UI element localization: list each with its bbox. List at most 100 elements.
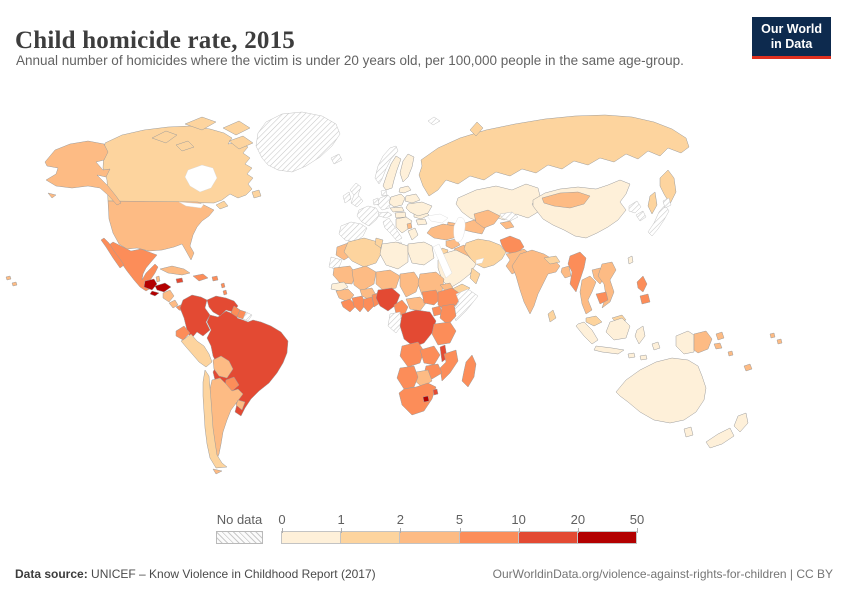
country-oman[interactable] — [469, 267, 481, 285]
country-drc[interactable] — [399, 309, 437, 348]
country-indonesia[interactable] — [575, 321, 599, 345]
country-greece[interactable] — [407, 227, 419, 241]
country-russia[interactable] — [659, 169, 677, 205]
country-sierra-leone-liberia[interactable] — [340, 298, 357, 313]
country-south-africa[interactable] — [398, 382, 437, 416]
country-canada[interactable] — [102, 125, 254, 204]
country-mongolia[interactable] — [541, 191, 591, 209]
country-central-african-republic[interactable] — [405, 296, 427, 312]
country-taiwan[interactable] — [627, 255, 634, 265]
country-papua-new-guinea[interactable] — [715, 331, 725, 341]
legend-segment-5-10[interactable] — [458, 531, 519, 544]
country-namibia[interactable] — [396, 365, 419, 390]
country-china[interactable] — [532, 179, 631, 239]
country-russia[interactable] — [647, 191, 658, 215]
country-indonesia[interactable] — [605, 317, 631, 341]
country-el-salvador[interactable] — [149, 290, 160, 297]
country-finland[interactable] — [399, 153, 415, 183]
country-malaysia[interactable] — [585, 315, 603, 327]
country-ukraine[interactable] — [405, 201, 433, 217]
legend-no-data-swatch[interactable] — [216, 531, 263, 544]
country-egypt[interactable] — [407, 241, 435, 266]
country-gabon-congo[interactable] — [387, 311, 403, 334]
country-madagascar[interactable] — [461, 354, 477, 388]
country-cameroon[interactable] — [393, 299, 409, 317]
country-libya[interactable] — [379, 241, 409, 270]
country-canada[interactable] — [228, 135, 254, 150]
country-canada[interactable] — [222, 120, 251, 136]
country-bangladesh[interactable] — [560, 265, 572, 279]
country-algeria[interactable] — [343, 237, 383, 268]
country-japan[interactable] — [662, 197, 672, 209]
country-mexico[interactable] — [100, 237, 125, 269]
country-honduras[interactable] — [154, 282, 172, 293]
country-angola[interactable] — [399, 341, 425, 368]
country-canada[interactable] — [251, 189, 262, 199]
legend-segment-2-5[interactable] — [399, 531, 460, 544]
country-niger[interactable] — [375, 269, 401, 292]
country-zambia[interactable] — [419, 345, 441, 366]
country-nepal[interactable] — [543, 255, 561, 265]
legend-segment-1-2[interactable] — [340, 531, 401, 544]
country-ecuador[interactable] — [175, 325, 191, 341]
country-tanzania[interactable] — [431, 321, 457, 346]
country-india[interactable] — [511, 249, 561, 315]
country-baltic-states[interactable] — [398, 185, 412, 194]
country-indonesia[interactable] — [634, 325, 646, 345]
country-pacific-islands[interactable] — [769, 332, 776, 339]
country-somalia[interactable] — [451, 288, 479, 322]
country-switzerland-austria[interactable] — [377, 211, 393, 219]
country-russia[interactable] — [418, 114, 690, 197]
country-usa[interactable] — [5, 275, 12, 281]
country-nicaragua[interactable] — [162, 289, 175, 303]
country-mexico[interactable] — [108, 241, 159, 292]
country-bolivia[interactable] — [212, 355, 234, 379]
country-kyrgyzstan[interactable] — [499, 211, 519, 222]
country-belize[interactable] — [155, 275, 161, 283]
country-french-guiana[interactable] — [242, 311, 253, 322]
country-costa-rica[interactable] — [168, 299, 179, 309]
country-ivory-coast[interactable] — [351, 295, 367, 313]
country-mozambique[interactable] — [439, 349, 459, 382]
country-chad[interactable] — [399, 271, 421, 298]
country-lesser-antilles[interactable] — [211, 275, 219, 282]
country-bulgaria[interactable] — [415, 218, 428, 226]
country-saudi-arabia[interactable] — [437, 249, 477, 289]
credit-link[interactable]: OurWorldinData.org/violence-against-righ… — [492, 567, 833, 581]
country-vietnam[interactable] — [597, 261, 617, 309]
country-swaziland[interactable] — [432, 388, 439, 396]
country-usa[interactable] — [47, 192, 57, 199]
country-usa[interactable] — [107, 200, 215, 261]
country-canada[interactable] — [175, 140, 195, 152]
country-indonesia[interactable] — [675, 330, 695, 355]
country-iran[interactable] — [463, 238, 507, 269]
country-pacific-islands[interactable] — [727, 350, 734, 357]
country-tajikistan[interactable] — [499, 220, 515, 230]
country-pacific-islands[interactable] — [776, 338, 783, 345]
country-philippines[interactable] — [636, 275, 648, 293]
country-north-korea[interactable] — [628, 200, 642, 214]
country-new-zealand[interactable] — [705, 427, 735, 449]
country-colombia[interactable] — [179, 294, 211, 340]
country-mali[interactable] — [351, 265, 377, 292]
country-italy[interactable] — [382, 217, 403, 242]
legend-segment-20-50[interactable] — [576, 531, 638, 544]
country-uruguay[interactable] — [235, 399, 246, 411]
country-denmark[interactable] — [380, 189, 388, 197]
country-norway[interactable] — [374, 145, 399, 185]
country-lesser-antilles[interactable] — [222, 289, 228, 296]
country-svalbard[interactable] — [427, 116, 441, 126]
country-ireland[interactable] — [342, 191, 352, 204]
country-indonesia[interactable] — [639, 354, 648, 361]
country-papua-new-guinea[interactable] — [713, 342, 723, 350]
country-thailand[interactable] — [579, 275, 597, 315]
country-canada[interactable] — [215, 200, 229, 210]
country-czech-slovakia[interactable] — [389, 206, 405, 213]
country-usa[interactable] — [44, 140, 122, 206]
legend-segment-10-20[interactable] — [517, 531, 578, 544]
country-argentina[interactable] — [212, 468, 223, 475]
country-canada[interactable] — [151, 130, 178, 144]
country-new-zealand[interactable] — [733, 412, 749, 433]
country-myanmar[interactable] — [567, 251, 587, 293]
owid-logo[interactable]: Our World in Data — [752, 17, 831, 59]
